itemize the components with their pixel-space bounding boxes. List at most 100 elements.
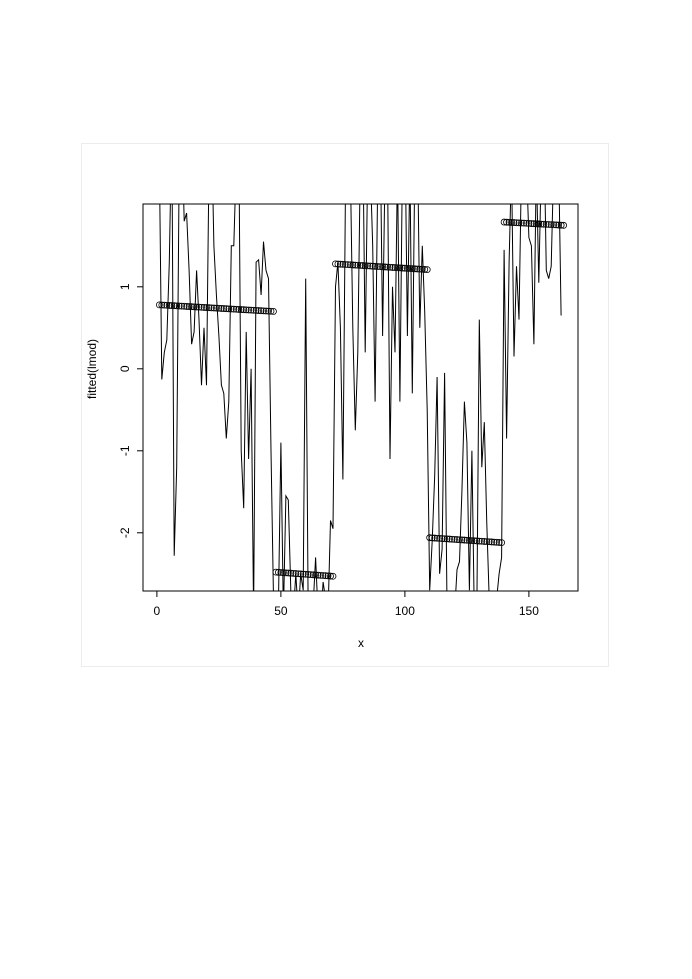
fitted-point: [173, 302, 181, 310]
fitted-point: [217, 305, 225, 312]
fitted-point: [441, 535, 448, 543]
fitted-point: [401, 264, 409, 272]
fitted-point: [307, 571, 315, 579]
fitted-point: [396, 264, 404, 272]
fitted-point: [399, 264, 406, 272]
fitted-point: [230, 305, 238, 313]
x-tick-label: 100: [395, 604, 415, 618]
fitted-point: [535, 220, 543, 228]
fitted-point: [473, 537, 481, 545]
fitted-point: [304, 571, 312, 578]
fitted-point: [505, 218, 513, 226]
fitted-point: [498, 539, 506, 547]
fitted-point: [183, 303, 191, 310]
fitted-point: [418, 265, 426, 273]
fitted-point: [381, 263, 389, 271]
x-tick-label: 0: [154, 604, 161, 618]
fitted-point: [389, 264, 396, 271]
fitted-point: [200, 304, 208, 311]
fitted-point: [453, 536, 461, 543]
fitted-point: [428, 534, 436, 542]
fitted-point: [339, 260, 347, 268]
fitted-point: [495, 539, 503, 546]
fitted-point: [359, 262, 367, 269]
fitted-point: [537, 220, 545, 228]
fitted-point: [547, 221, 555, 229]
fitted-points: [155, 218, 568, 580]
fitted-point: [257, 307, 265, 315]
fitted-point: [475, 537, 483, 545]
fitted-point: [210, 304, 218, 312]
fitted-point: [371, 262, 379, 270]
y-axis-label: fitted(lmod): [85, 339, 99, 399]
fitted-point: [213, 304, 220, 312]
fitted-point: [508, 219, 515, 226]
fitted-point: [235, 306, 243, 313]
fitted-point: [451, 536, 458, 543]
fitted-point: [461, 536, 468, 544]
fitted-point: [500, 218, 508, 226]
fitted-point: [302, 570, 310, 578]
fitted-point: [334, 260, 342, 268]
fitted-point: [555, 221, 563, 229]
fitted-point: [341, 261, 349, 268]
fitted-point: [456, 536, 463, 544]
fitted-point: [351, 261, 359, 269]
fitted-point: [262, 307, 270, 315]
fitted-point: [394, 264, 401, 272]
fitted-point: [356, 262, 364, 269]
fitted-point: [279, 569, 287, 577]
fitted-point: [294, 570, 302, 578]
fitted-point: [299, 570, 307, 578]
fitted-point: [391, 264, 399, 271]
fitted-point: [540, 220, 548, 228]
fitted-point: [205, 304, 213, 312]
fitted-point: [327, 572, 334, 580]
y-axis: -2 -1 0 1: [118, 283, 144, 538]
fitted-point: [324, 572, 332, 580]
fitted-point: [332, 260, 339, 268]
fitted-point: [208, 304, 215, 312]
x-axis-label: x: [358, 636, 364, 650]
fitted-point: [361, 262, 369, 270]
fitted-point: [510, 219, 518, 226]
fitted-point: [433, 534, 441, 542]
fitted-point: [275, 568, 282, 576]
fitted-point: [470, 537, 478, 545]
fitted-point: [242, 306, 250, 314]
fitted-point: [222, 305, 230, 313]
fitted-point: [518, 219, 525, 227]
fitted-point: [155, 301, 163, 309]
fitted-point: [416, 265, 424, 273]
fitted-point: [297, 570, 305, 578]
fitted-point: [237, 306, 245, 313]
y-tick-label: 1: [118, 283, 132, 290]
fitted-point: [185, 303, 193, 310]
fitted-point: [175, 302, 183, 310]
fitted-point: [384, 263, 391, 271]
fitted-point: [289, 569, 297, 577]
fitted-point: [346, 261, 354, 269]
fitted-point: [245, 306, 253, 314]
fitted-point: [225, 305, 233, 313]
line-series: [159, 204, 562, 591]
fitted-point: [265, 307, 272, 315]
fitted-point: [267, 307, 275, 315]
fitted-point: [557, 221, 565, 229]
fitted-point: [255, 307, 262, 314]
fitted-point: [552, 221, 560, 229]
fitted-point: [483, 538, 491, 546]
fitted-point: [530, 220, 538, 228]
fitted-point: [403, 264, 411, 272]
fitted-point: [542, 220, 550, 228]
fitted-point: [376, 263, 384, 271]
fitted-point: [493, 538, 501, 546]
fitted-point: [426, 534, 434, 542]
fitted-point: [408, 265, 416, 273]
fitted-point: [270, 308, 277, 315]
fitted-point: [366, 262, 374, 270]
fitted-point: [532, 220, 540, 228]
fitted-point: [354, 261, 362, 269]
fitted-point: [480, 538, 488, 545]
